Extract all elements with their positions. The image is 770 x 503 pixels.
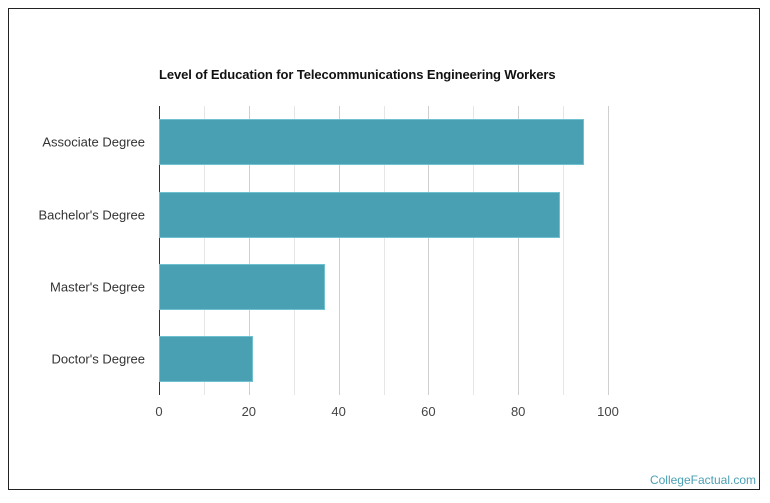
bar[interactable] (159, 264, 326, 310)
gridline (563, 106, 565, 395)
y-tick-label: Bachelor's Degree (38, 207, 145, 223)
gridline (428, 106, 430, 395)
gridline (518, 106, 520, 395)
plot-area (159, 106, 609, 395)
gridline (338, 106, 340, 395)
y-tick-label: Associate Degree (42, 134, 145, 150)
x-tick-label: 0 (155, 404, 163, 419)
y-tick-label: Master's Degree (50, 279, 145, 295)
source-credit[interactable]: CollegeFactual.com (649, 473, 756, 487)
x-tick-label: 60 (421, 404, 436, 419)
y-tick-label: Doctor's Degree (51, 351, 145, 367)
x-tick-label: 20 (241, 404, 257, 419)
gridline (293, 106, 295, 395)
gridline (248, 106, 250, 395)
x-tick-label: 100 (597, 404, 619, 419)
x-tick-label: 80 (510, 404, 526, 419)
y-axis-line (159, 106, 160, 395)
gridline (203, 106, 205, 395)
gridline (473, 106, 475, 395)
bar[interactable] (159, 119, 585, 165)
gridline (383, 106, 385, 395)
chart-title: Level of Education for Telecommunication… (159, 67, 556, 82)
bar[interactable] (159, 192, 561, 238)
x-tick-label: 40 (331, 404, 346, 419)
gridline (608, 106, 609, 395)
bar[interactable] (159, 336, 253, 382)
